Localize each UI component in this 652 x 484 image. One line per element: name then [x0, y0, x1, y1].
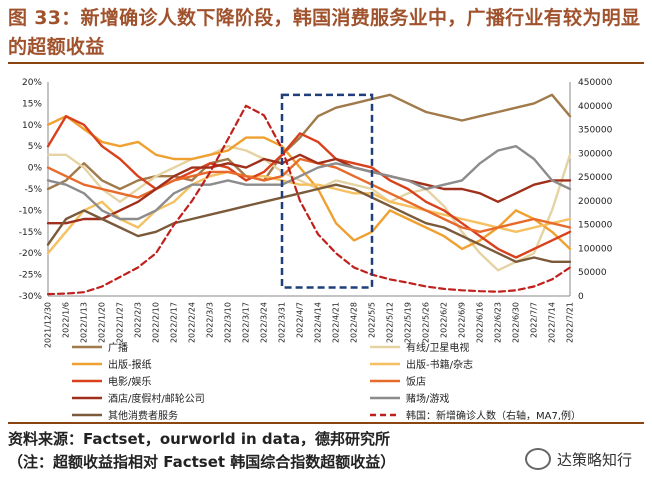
legend-label: 广播: [108, 341, 128, 354]
x-tick-label: 2022/1/27: [116, 302, 125, 343]
y-right-tick-label: 0: [578, 292, 584, 302]
x-tick-label: 2022/3/17: [242, 302, 251, 343]
y-left-tick-label: -25%: [19, 271, 43, 281]
x-tick-label: 2022/4/21: [332, 302, 341, 343]
chart: 20% 15% 10% 5% 0% -5% -10% -15% -20% -25% -30% 4500…: [19, 78, 613, 420]
series-line: [46, 144, 572, 221]
y-left-tick-label: -10%: [19, 206, 43, 216]
y-left-tick-label: -5%: [24, 185, 42, 195]
x-tick-label: 2022/6/30: [512, 302, 521, 343]
x-tick-label: 2022/6/23: [494, 302, 503, 343]
x-tick-label: 2022/4/28: [350, 302, 359, 343]
y-left-tick-label: -30%: [19, 292, 43, 302]
watermark: 达策略知行: [524, 448, 632, 470]
x-tick-label: 2022/5/12: [386, 302, 395, 343]
y-right-tick-label: 150000: [578, 221, 613, 231]
legend-label: 电影/娱乐: [108, 375, 151, 388]
legend-label: 出版-报纸: [108, 358, 152, 371]
source-rule: [8, 422, 644, 424]
series-line: [46, 183, 572, 264]
x-tick-label: 2022/3/24: [260, 302, 269, 343]
legend-label: 赌场/游戏: [406, 392, 449, 405]
series-line: [46, 153, 572, 225]
y-right-tick-label: 200000: [578, 197, 613, 207]
x-tick-label: 2022/6/16: [476, 302, 485, 343]
y-left-tick-label: 10%: [22, 121, 42, 131]
x-tick-label: 2022/5/5: [368, 302, 377, 338]
series-line: [46, 157, 572, 234]
source-text: 资料来源：Factset，ourworld in data，德邦研究所: [8, 430, 391, 448]
y-left-tick-label: 5%: [28, 142, 43, 152]
x-tick-label: 2022/3/31: [278, 302, 287, 343]
y-right-tick-label: 100000: [578, 244, 613, 254]
series-line: [46, 93, 572, 191]
x-tick-label: 2022/1/13: [80, 302, 89, 343]
y-right-tick-label: 350000: [578, 126, 613, 136]
x-tick-label: 2022/6/9: [458, 302, 467, 338]
y-right-tick-label: 250000: [578, 173, 613, 183]
legend-label: 酒店/度假村/邮轮公司: [108, 392, 205, 405]
y-left-tick-label: -20%: [19, 249, 43, 259]
x-tick-label: 2022/5/26: [422, 302, 431, 343]
y-right-tick-label: 400000: [578, 102, 613, 112]
x-tick-label: 2022/2/10: [152, 302, 161, 343]
series-line: [46, 104, 572, 296]
x-tick-label: 2022/2/17: [170, 302, 179, 343]
x-tick-label: 2022/6/2: [440, 302, 449, 338]
watermark-text: 达策略知行: [556, 450, 632, 469]
y-right-tick-label: 300000: [578, 149, 613, 159]
x-tick-label: 2022/3/3: [206, 302, 215, 338]
legend-label: 饭店: [406, 375, 426, 388]
page-title: 图 33：新增确诊人数下降阶段，韩国消费服务业中，广播行业有较为明显的超额收益: [8, 7, 641, 58]
x-tick-label: 2022/5/19: [404, 302, 413, 343]
highlight-box: [280, 93, 374, 289]
y-right-tick-label: 450000: [578, 78, 613, 88]
legend-label: 有线/卫星电视: [406, 341, 469, 354]
y-left-tick-label: 15%: [22, 99, 42, 109]
y-right-tick-label: 50000: [578, 268, 607, 278]
x-tick-label: 2022/7/21: [566, 302, 575, 343]
y-left-tick-label: -15%: [19, 228, 43, 238]
x-tick-label: 2022/2/3: [134, 302, 143, 338]
x-tick-label: 2022/1/6: [62, 302, 71, 338]
title-rule: [8, 62, 644, 64]
x-tick-label: 2022/2/24: [188, 302, 197, 343]
legend-label: 韩国：新增确诊人数（右轴，MA7,例）: [406, 409, 581, 420]
wechat-icon: [524, 448, 551, 470]
x-tick-label: 2021/12/30: [44, 302, 53, 348]
note-text: （注：超额收益指相对 Factset 韩国综合指数超额收益）: [8, 453, 396, 471]
series-line: [46, 170, 572, 255]
x-tick-label: 2022/7/14: [548, 302, 557, 343]
series-line: [46, 115, 572, 259]
legend-label: 出版-书籍/杂志: [406, 358, 473, 371]
y-left-tick-label: 0%: [28, 164, 43, 174]
legend-label: 其他消费者服务: [108, 409, 178, 420]
x-tick-label: 2022/7/7: [530, 302, 539, 338]
x-tick-label: 2022/4/14: [314, 302, 323, 343]
x-tick-label: 2022/4/7: [296, 302, 305, 338]
x-tick-label: 2022/3/10: [224, 302, 233, 343]
y-left-tick-label: 20%: [22, 78, 42, 88]
x-tick-label: 2022/1/20: [98, 302, 107, 343]
